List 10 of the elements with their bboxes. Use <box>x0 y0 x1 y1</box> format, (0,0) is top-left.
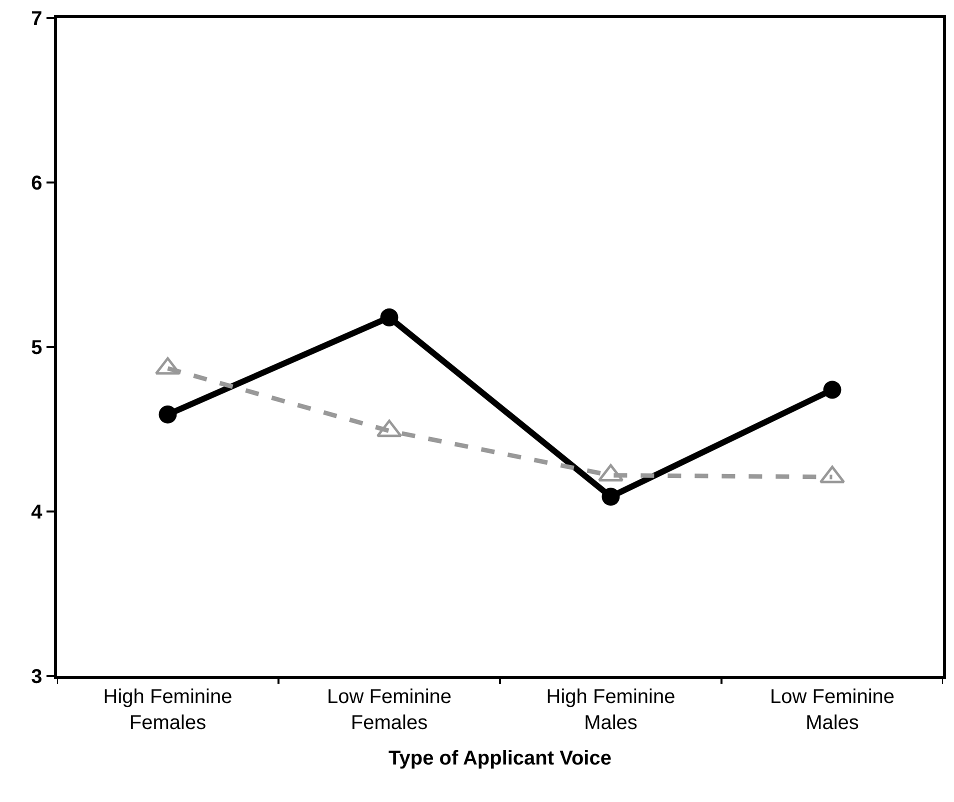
y-tick-label: 5 <box>31 337 42 359</box>
x-tick-label: Low Feminine Females <box>326 686 452 734</box>
x-tick-label: Low Feminine Males <box>770 686 895 734</box>
y-tick-label: 7 <box>31 8 42 30</box>
x-axis-title: Type of Applicant Voice <box>388 747 612 770</box>
y-tick-label: 3 <box>31 666 42 688</box>
y-tick-label: 6 <box>31 172 42 194</box>
x-tick-label: High Feminine Females <box>103 686 232 734</box>
y-tick-label: 4 <box>31 502 44 524</box>
x-tick-label: High Feminine Males <box>546 686 676 734</box>
